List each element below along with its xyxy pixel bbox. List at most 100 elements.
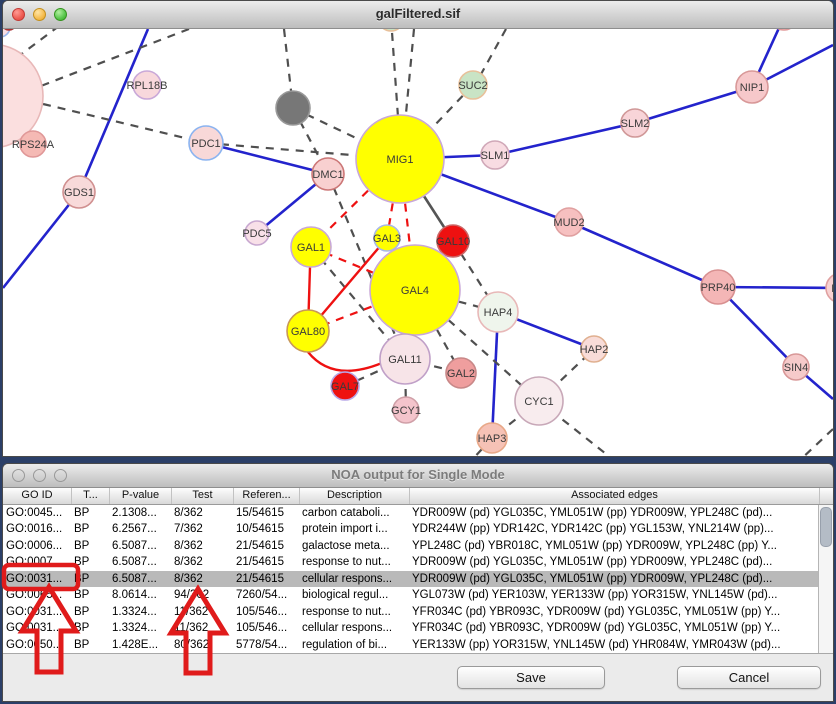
node-MSI[interactable] [825, 273, 833, 303]
node-GAL3[interactable] [373, 224, 401, 252]
cell-description: response to nut... [302, 605, 391, 618]
node-GAL11[interactable] [379, 333, 431, 385]
cell-description: cellular respons... [302, 572, 393, 585]
zoom-button[interactable] [54, 8, 67, 21]
table-row[interactable]: GO:0031... BP 1.3324... 11/362 105/546... cel… [3, 620, 819, 637]
node-label-GAL7: GAL7 [331, 381, 359, 393]
close-button-inactive[interactable] [12, 469, 25, 482]
node-gray-node[interactable] [275, 90, 311, 126]
cell-test: 8/362 [174, 572, 203, 585]
node-PRP40[interactable] [700, 269, 736, 305]
table-body: GO:0045... BP 2.1308... 8/362 15/54615 carbon… [3, 505, 833, 654]
column-header-test[interactable]: Test [171, 488, 233, 504]
table-row[interactable]: GO:0007... BP 6.5087... 8/362 21/54615 respon… [3, 554, 819, 571]
node-CYC1[interactable] [514, 376, 564, 426]
column-header-filler [819, 488, 833, 504]
cell-type: BP [74, 507, 90, 519]
cell-p_value: 8.0614... [112, 589, 157, 602]
minimize-button-inactive[interactable] [33, 469, 46, 482]
table-row[interactable]: GO:0031... BP 6.5087... 8/362 21/54615 cellul… [3, 570, 819, 588]
noa-window-titlebar[interactable]: NOA output for Single Mode [3, 464, 833, 488]
table-row[interactable]: GO:0045... BP 2.1308... 8/362 15/54615 carbon… [3, 505, 819, 522]
cell-edges: YER133W (pp) YOR315W, YNL145W (pd) YHR08… [412, 638, 781, 651]
cell-p_value: 6.2567... [112, 523, 157, 536]
column-header-p_value[interactable]: P-value [109, 488, 171, 504]
network-canvas[interactable]: RPL18B RPS24A GDS1 PDC1 DMC1 MIG1 SUC2 SLM1 SLM2… [3, 29, 833, 456]
edge-blue [490, 311, 500, 439]
node-GAL2[interactable] [445, 357, 477, 389]
cell-reference: 7260/54... [236, 589, 288, 602]
cell-description: cellular respons... [302, 622, 393, 635]
cell-description: protein import i... [302, 523, 388, 536]
cell-type: BP [74, 556, 90, 569]
node-DMC1[interactable] [311, 157, 345, 191]
column-header-type[interactable]: T... [71, 488, 109, 504]
column-header-edges[interactable]: Associated edges [409, 488, 819, 504]
node-RPS24A[interactable] [19, 130, 47, 158]
node-SUC2[interactable] [458, 70, 488, 100]
cell-type: BP [74, 572, 90, 585]
node-cut-top-pink[interactable] [771, 29, 797, 31]
node-GDS1[interactable] [62, 175, 96, 209]
cell-p_value: 1.3324... [112, 622, 157, 635]
cell-test: 7/362 [174, 523, 203, 536]
edge-graydash [344, 357, 406, 388]
node-RPL18B[interactable] [132, 70, 162, 100]
network-window-title: galFiltered.sif [375, 6, 461, 21]
node-label-CYC1: CYC1 [524, 396, 553, 408]
table-row[interactable]: GO:0006... BP 6.5087... 8/362 21/54615 galact… [3, 537, 819, 555]
node-HAP4[interactable] [477, 291, 519, 333]
minimize-button[interactable] [33, 8, 46, 21]
node-GAL1[interactable] [290, 226, 332, 268]
node-label-GCY1: GCY1 [391, 405, 421, 417]
noa-output-window: NOA output for Single Mode GO ID T... P-va… [2, 463, 834, 702]
close-button[interactable] [12, 8, 25, 21]
node-GAL7[interactable] [330, 371, 360, 401]
node-SLM1[interactable] [480, 140, 510, 170]
column-header-go_id[interactable]: GO ID [21, 489, 53, 501]
cell-test: 8/362 [174, 556, 203, 569]
cell-edges: YDR009W (pd) YGL035C, YML051W (pp) YDR00… [412, 507, 773, 519]
table-row[interactable]: GO:0050... BP 1.428E... 80/362 5778/54... reg… [3, 636, 819, 653]
node-HAP2[interactable] [580, 335, 608, 363]
column-header-reference[interactable]: Referen... [233, 488, 299, 504]
node-GAL80[interactable] [286, 309, 330, 353]
network-window-titlebar[interactable]: galFiltered.sif [3, 1, 833, 29]
node-GAL10[interactable] [436, 224, 470, 258]
node-MUD2[interactable] [554, 207, 584, 237]
cell-type: BP [74, 589, 90, 602]
node-cut-top-tiny[interactable] [3, 29, 16, 31]
node-GAL4[interactable] [369, 244, 461, 336]
node-PDC5[interactable] [244, 220, 270, 246]
scrollbar-thumb[interactable] [820, 507, 832, 547]
node-NIP1[interactable] [735, 70, 769, 104]
cell-description: response to nut... [302, 556, 391, 569]
edge-graydash [802, 428, 833, 456]
node-SLM2[interactable] [620, 108, 650, 138]
node-MIG1[interactable] [355, 114, 445, 204]
edge-graydash [32, 29, 190, 91]
node-label-SIN4: SIN4 [784, 362, 808, 374]
save-button[interactable]: Save [457, 666, 605, 689]
edge-blue [717, 286, 797, 368]
node-SIN4[interactable] [782, 353, 810, 381]
cell-edges: YDR009W (pd) YGL035C, YML051W (pp) YDR00… [412, 556, 773, 569]
node-label-SUC2: SUC2 [458, 80, 487, 92]
zoom-button-inactive[interactable] [54, 469, 67, 482]
node-PDC1[interactable] [188, 125, 224, 161]
node-cut-left-big[interactable] [3, 44, 44, 148]
column-header-description[interactable]: Description [299, 488, 409, 504]
cancel-button[interactable]: Cancel [677, 666, 821, 689]
table-row[interactable]: GO:0065... BP 8.0614... 94/362 7260/54... bio… [3, 587, 819, 604]
table-row[interactable]: GO:0016... BP 6.2567... 7/362 10/54615 protei… [3, 521, 819, 538]
node-GCY1[interactable] [392, 396, 420, 424]
vertical-scrollbar[interactable] [818, 505, 833, 653]
node-HAP3[interactable] [476, 422, 508, 454]
table-row[interactable]: GO:0031... BP 1.3324... 11/362 105/546... res… [3, 603, 819, 621]
cell-type: BP [74, 638, 90, 651]
node-cut-left-small[interactable] [3, 29, 11, 38]
node-cut-top-green[interactable] [378, 29, 404, 32]
cell-test: 11/362 [174, 622, 209, 635]
network-window: galFiltered.sif RPL18B RPS24A GDS1 PDC1 DMC1… [2, 0, 834, 457]
